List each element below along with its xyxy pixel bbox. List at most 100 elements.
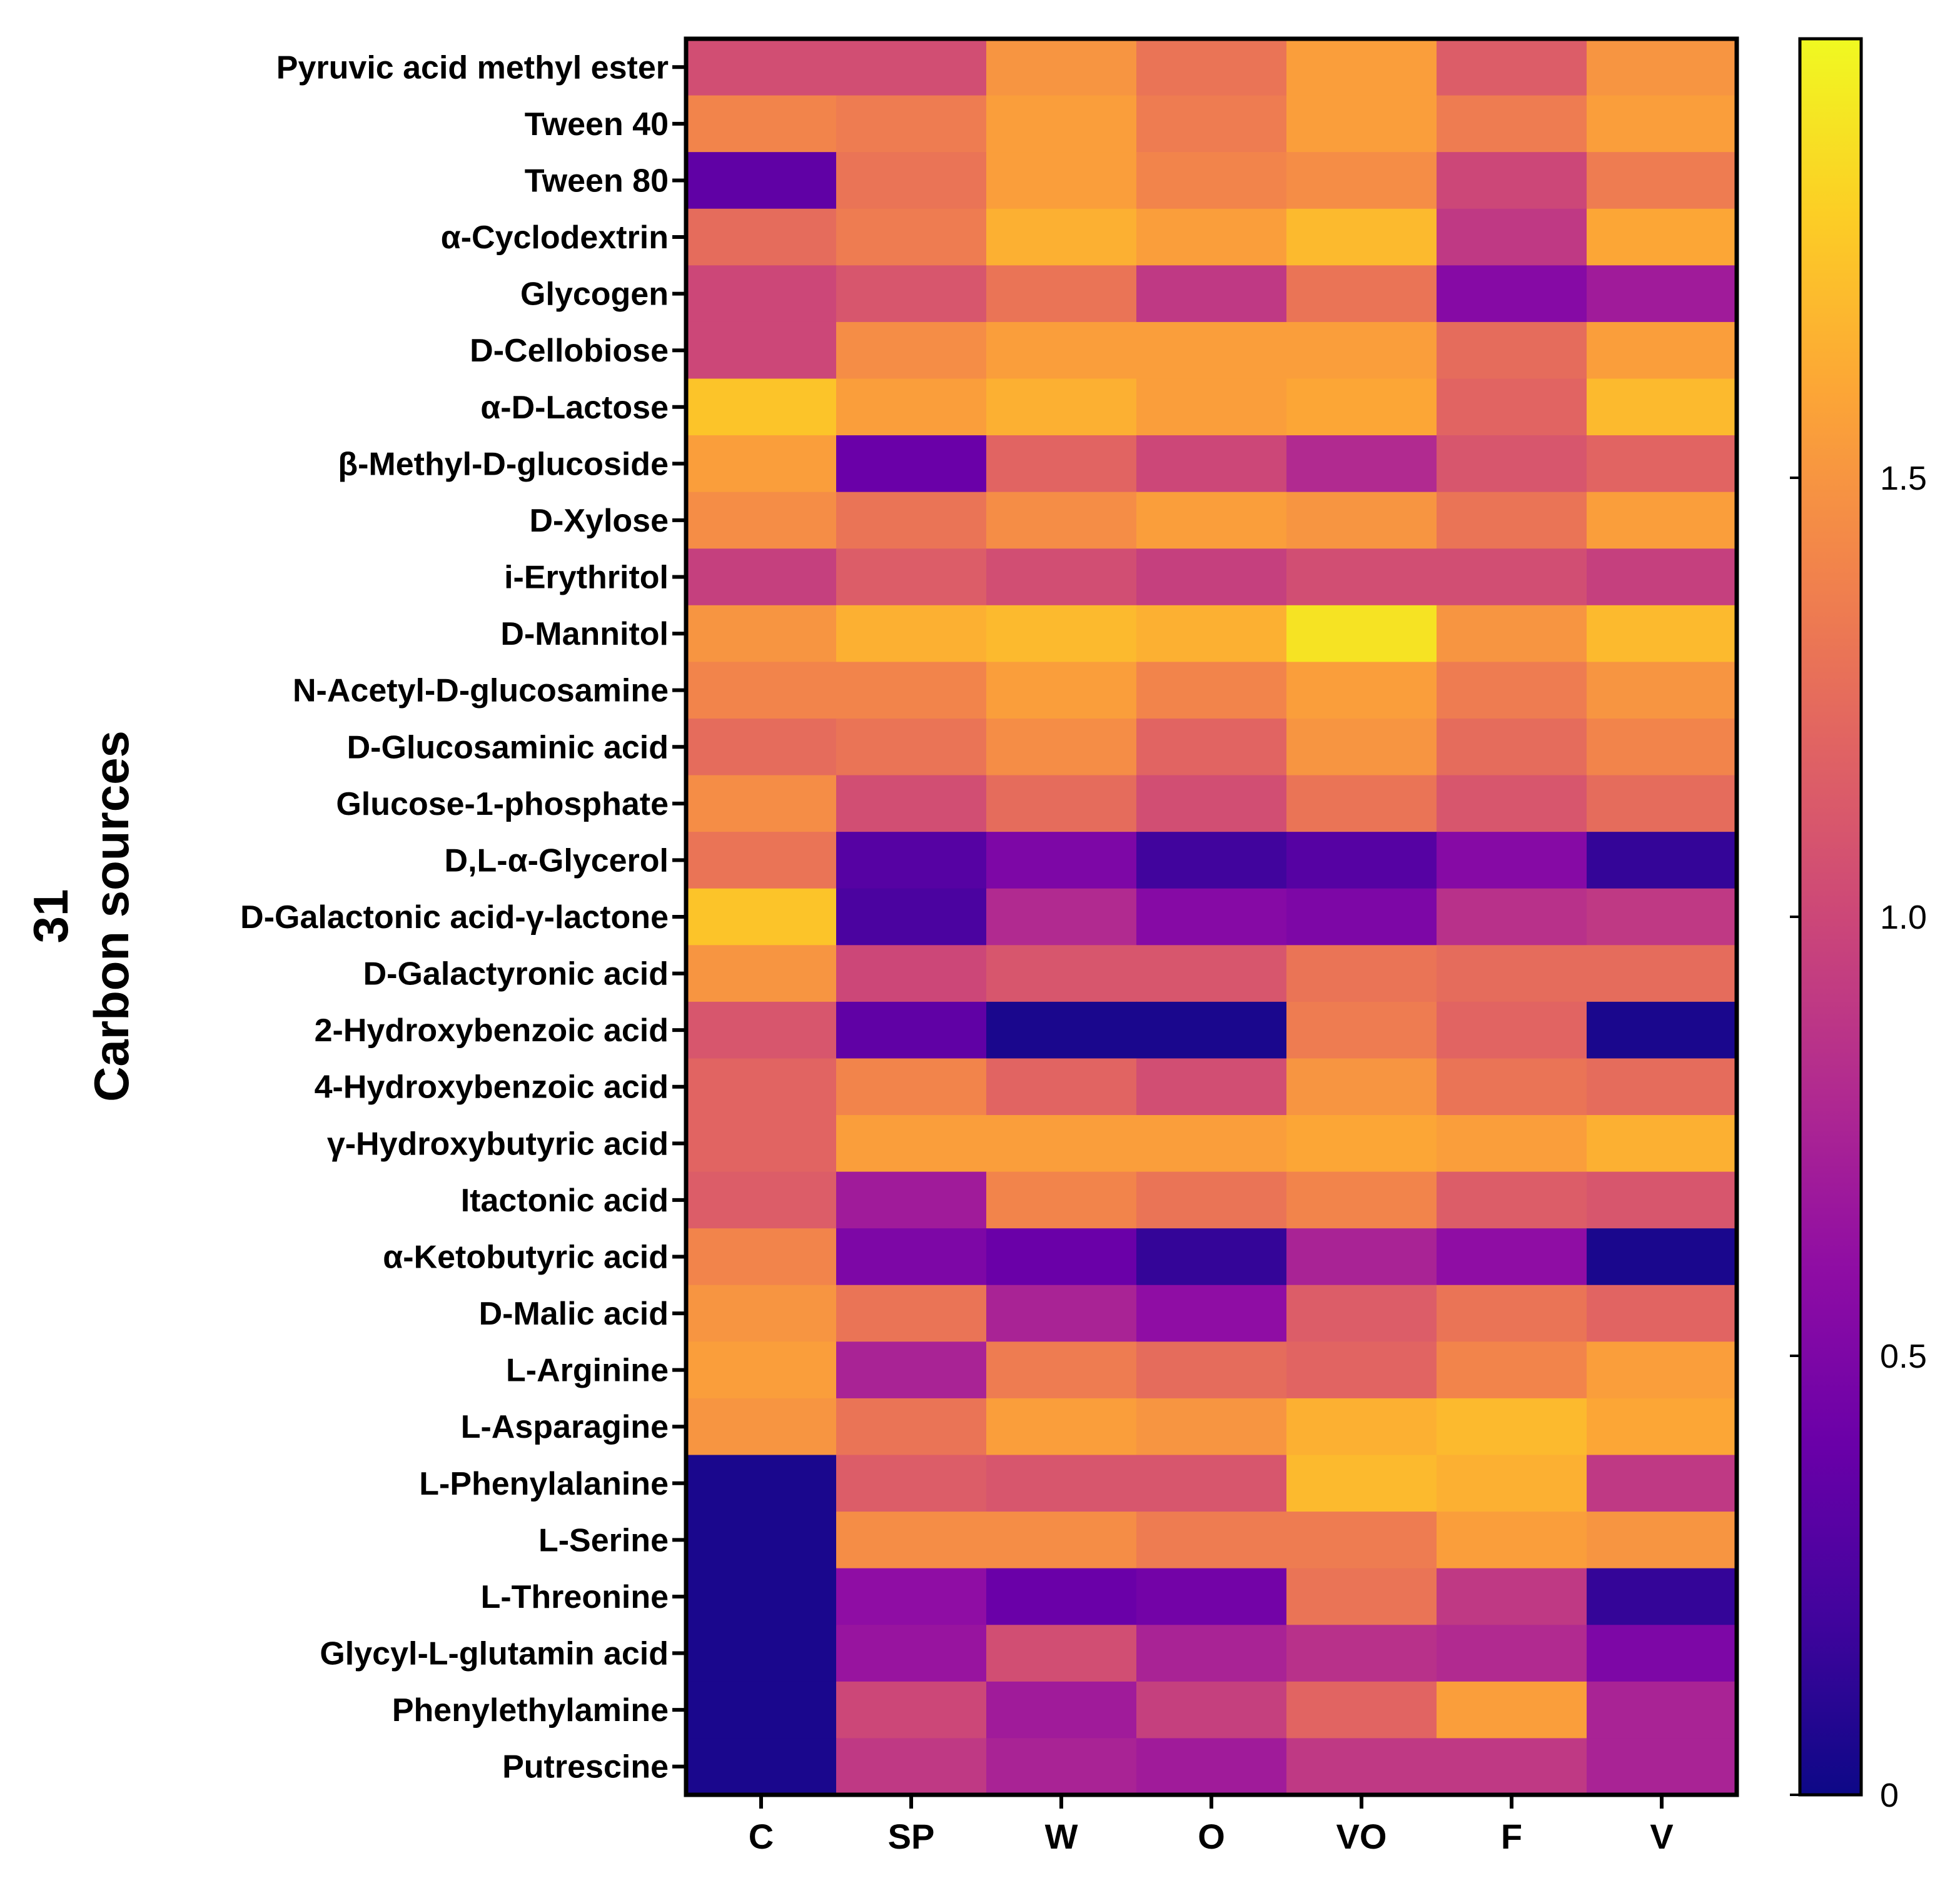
heatmap-cell bbox=[986, 662, 1137, 719]
heatmap-cell bbox=[686, 1398, 837, 1456]
heatmap-cell bbox=[1286, 492, 1437, 549]
heatmap-cell bbox=[1437, 662, 1587, 719]
heatmap-cell bbox=[836, 662, 987, 719]
heatmap-cell bbox=[986, 435, 1137, 493]
row-label: β-Methyl-D-glucoside bbox=[338, 446, 669, 482]
heatmap-cell bbox=[836, 1115, 987, 1173]
heatmap-cell bbox=[1587, 378, 1737, 436]
y-axis-title-line-2: Carbon sources bbox=[84, 730, 139, 1102]
heatmap-cell bbox=[1587, 1455, 1737, 1512]
heatmap-cell bbox=[686, 265, 837, 323]
heatmap-cell bbox=[1286, 832, 1437, 889]
row-label: Phenylethylamine bbox=[392, 1692, 669, 1729]
heatmap-cell bbox=[986, 1738, 1137, 1795]
heatmap-cell bbox=[836, 1341, 987, 1399]
heatmap-cell bbox=[1136, 1568, 1287, 1625]
heatmap-cell bbox=[836, 888, 987, 946]
heatmap-cell bbox=[1136, 718, 1287, 776]
heatmap-cell bbox=[1286, 1115, 1437, 1173]
colorbar-ticks: 0 0.5 1.0 1.5 bbox=[1790, 460, 1927, 1814]
heatmap-cell bbox=[1136, 548, 1287, 606]
heatmap-cell bbox=[1136, 1681, 1287, 1739]
heatmap-cell bbox=[1286, 1681, 1437, 1739]
heatmap-cell bbox=[986, 1171, 1137, 1229]
heatmap-cell bbox=[1136, 945, 1287, 1002]
heatmap-cell bbox=[836, 1625, 987, 1682]
heatmap-cell bbox=[986, 1115, 1137, 1173]
heatmap-cell bbox=[836, 1285, 987, 1342]
heatmap-cell bbox=[1136, 321, 1287, 380]
heatmap-cell bbox=[1587, 718, 1737, 776]
row-labels: Pyruvic acid methyl ester Tween 40 Tween 8… bbox=[240, 49, 686, 1785]
heatmap-cell bbox=[1286, 888, 1437, 946]
heatmap-cell bbox=[1587, 1398, 1737, 1456]
column-label: VO bbox=[1336, 1817, 1387, 1856]
row-label: α-Ketobutyric acid bbox=[383, 1239, 669, 1275]
heatmap-cell bbox=[686, 1341, 837, 1399]
heatmap-cell bbox=[1587, 1625, 1737, 1682]
heatmap-cell bbox=[1437, 1455, 1587, 1512]
heatmap-cell bbox=[686, 548, 837, 606]
heatmap-cell bbox=[1437, 321, 1587, 380]
heatmap-cell bbox=[1437, 1625, 1587, 1682]
heatmap-cell bbox=[1437, 152, 1587, 210]
heatmap-cell bbox=[836, 1171, 987, 1229]
heatmap-cell bbox=[986, 832, 1137, 889]
heatmap-cell bbox=[1587, 321, 1737, 380]
heatmap-cell bbox=[686, 39, 837, 96]
heatmap-cell bbox=[1587, 152, 1737, 210]
heatmap-cell bbox=[1286, 548, 1437, 606]
heatmap-cell bbox=[836, 1512, 987, 1569]
heatmap-cell bbox=[1587, 1058, 1737, 1116]
heatmap-cell bbox=[986, 1455, 1137, 1512]
heatmap-cell bbox=[1587, 492, 1737, 549]
heatmap-cell bbox=[986, 945, 1137, 1002]
heatmap-cell bbox=[1437, 492, 1587, 549]
column-label: C bbox=[749, 1817, 774, 1856]
heatmap-cell bbox=[836, 95, 987, 153]
heatmap-cell bbox=[1136, 95, 1287, 153]
heatmap-cell bbox=[1587, 1171, 1737, 1229]
heatmap-cell bbox=[1437, 1001, 1587, 1059]
heatmap-cell bbox=[1136, 1512, 1287, 1569]
heatmap-cell bbox=[836, 605, 987, 662]
heatmap-cell bbox=[1587, 1568, 1737, 1625]
heatmap-cell bbox=[836, 1455, 987, 1512]
heatmap-cell bbox=[1286, 1171, 1437, 1229]
heatmap-cell bbox=[686, 435, 837, 493]
heatmap-cell bbox=[686, 208, 837, 266]
heatmap-cell bbox=[986, 208, 1137, 266]
heatmap-cell bbox=[1286, 1738, 1437, 1795]
heatmap-cell bbox=[1286, 1512, 1437, 1569]
row-label: Tween 80 bbox=[525, 163, 669, 199]
heatmap-cell bbox=[1136, 1625, 1287, 1682]
heatmap-cell bbox=[1286, 1341, 1437, 1399]
heatmap-cell bbox=[836, 321, 987, 380]
heatmap-cell bbox=[1136, 1285, 1287, 1342]
heatmap-cell bbox=[1437, 548, 1587, 606]
colorbar-tick-label: 1.5 bbox=[1880, 460, 1927, 497]
heatmap-cell bbox=[1286, 718, 1437, 776]
heatmap-cell bbox=[986, 1228, 1137, 1286]
heatmap-cell bbox=[1286, 605, 1437, 662]
heatmap-cell bbox=[1437, 378, 1587, 436]
column-label: W bbox=[1045, 1817, 1078, 1856]
heatmap-cell bbox=[1587, 265, 1737, 323]
heatmap-cell bbox=[986, 1512, 1137, 1569]
heatmap-cell bbox=[986, 1001, 1137, 1059]
heatmap-cell bbox=[1136, 1171, 1287, 1229]
heatmap-cell bbox=[986, 1625, 1137, 1682]
heatmap-cell bbox=[986, 492, 1137, 549]
heatmap-cell bbox=[836, 945, 987, 1002]
heatmap-cell bbox=[1437, 718, 1587, 776]
heatmap-cell bbox=[1136, 775, 1287, 832]
row-label: Pyruvic acid methyl ester bbox=[276, 49, 669, 86]
plot-frame bbox=[684, 36, 1739, 1797]
heatmap-cell bbox=[1437, 1285, 1587, 1342]
heatmap-cell bbox=[686, 775, 837, 832]
heatmap-cell bbox=[836, 548, 987, 606]
heatmap-cell bbox=[1437, 775, 1587, 832]
heatmap-cell bbox=[1136, 1341, 1287, 1399]
heatmap-cell bbox=[1587, 435, 1737, 493]
